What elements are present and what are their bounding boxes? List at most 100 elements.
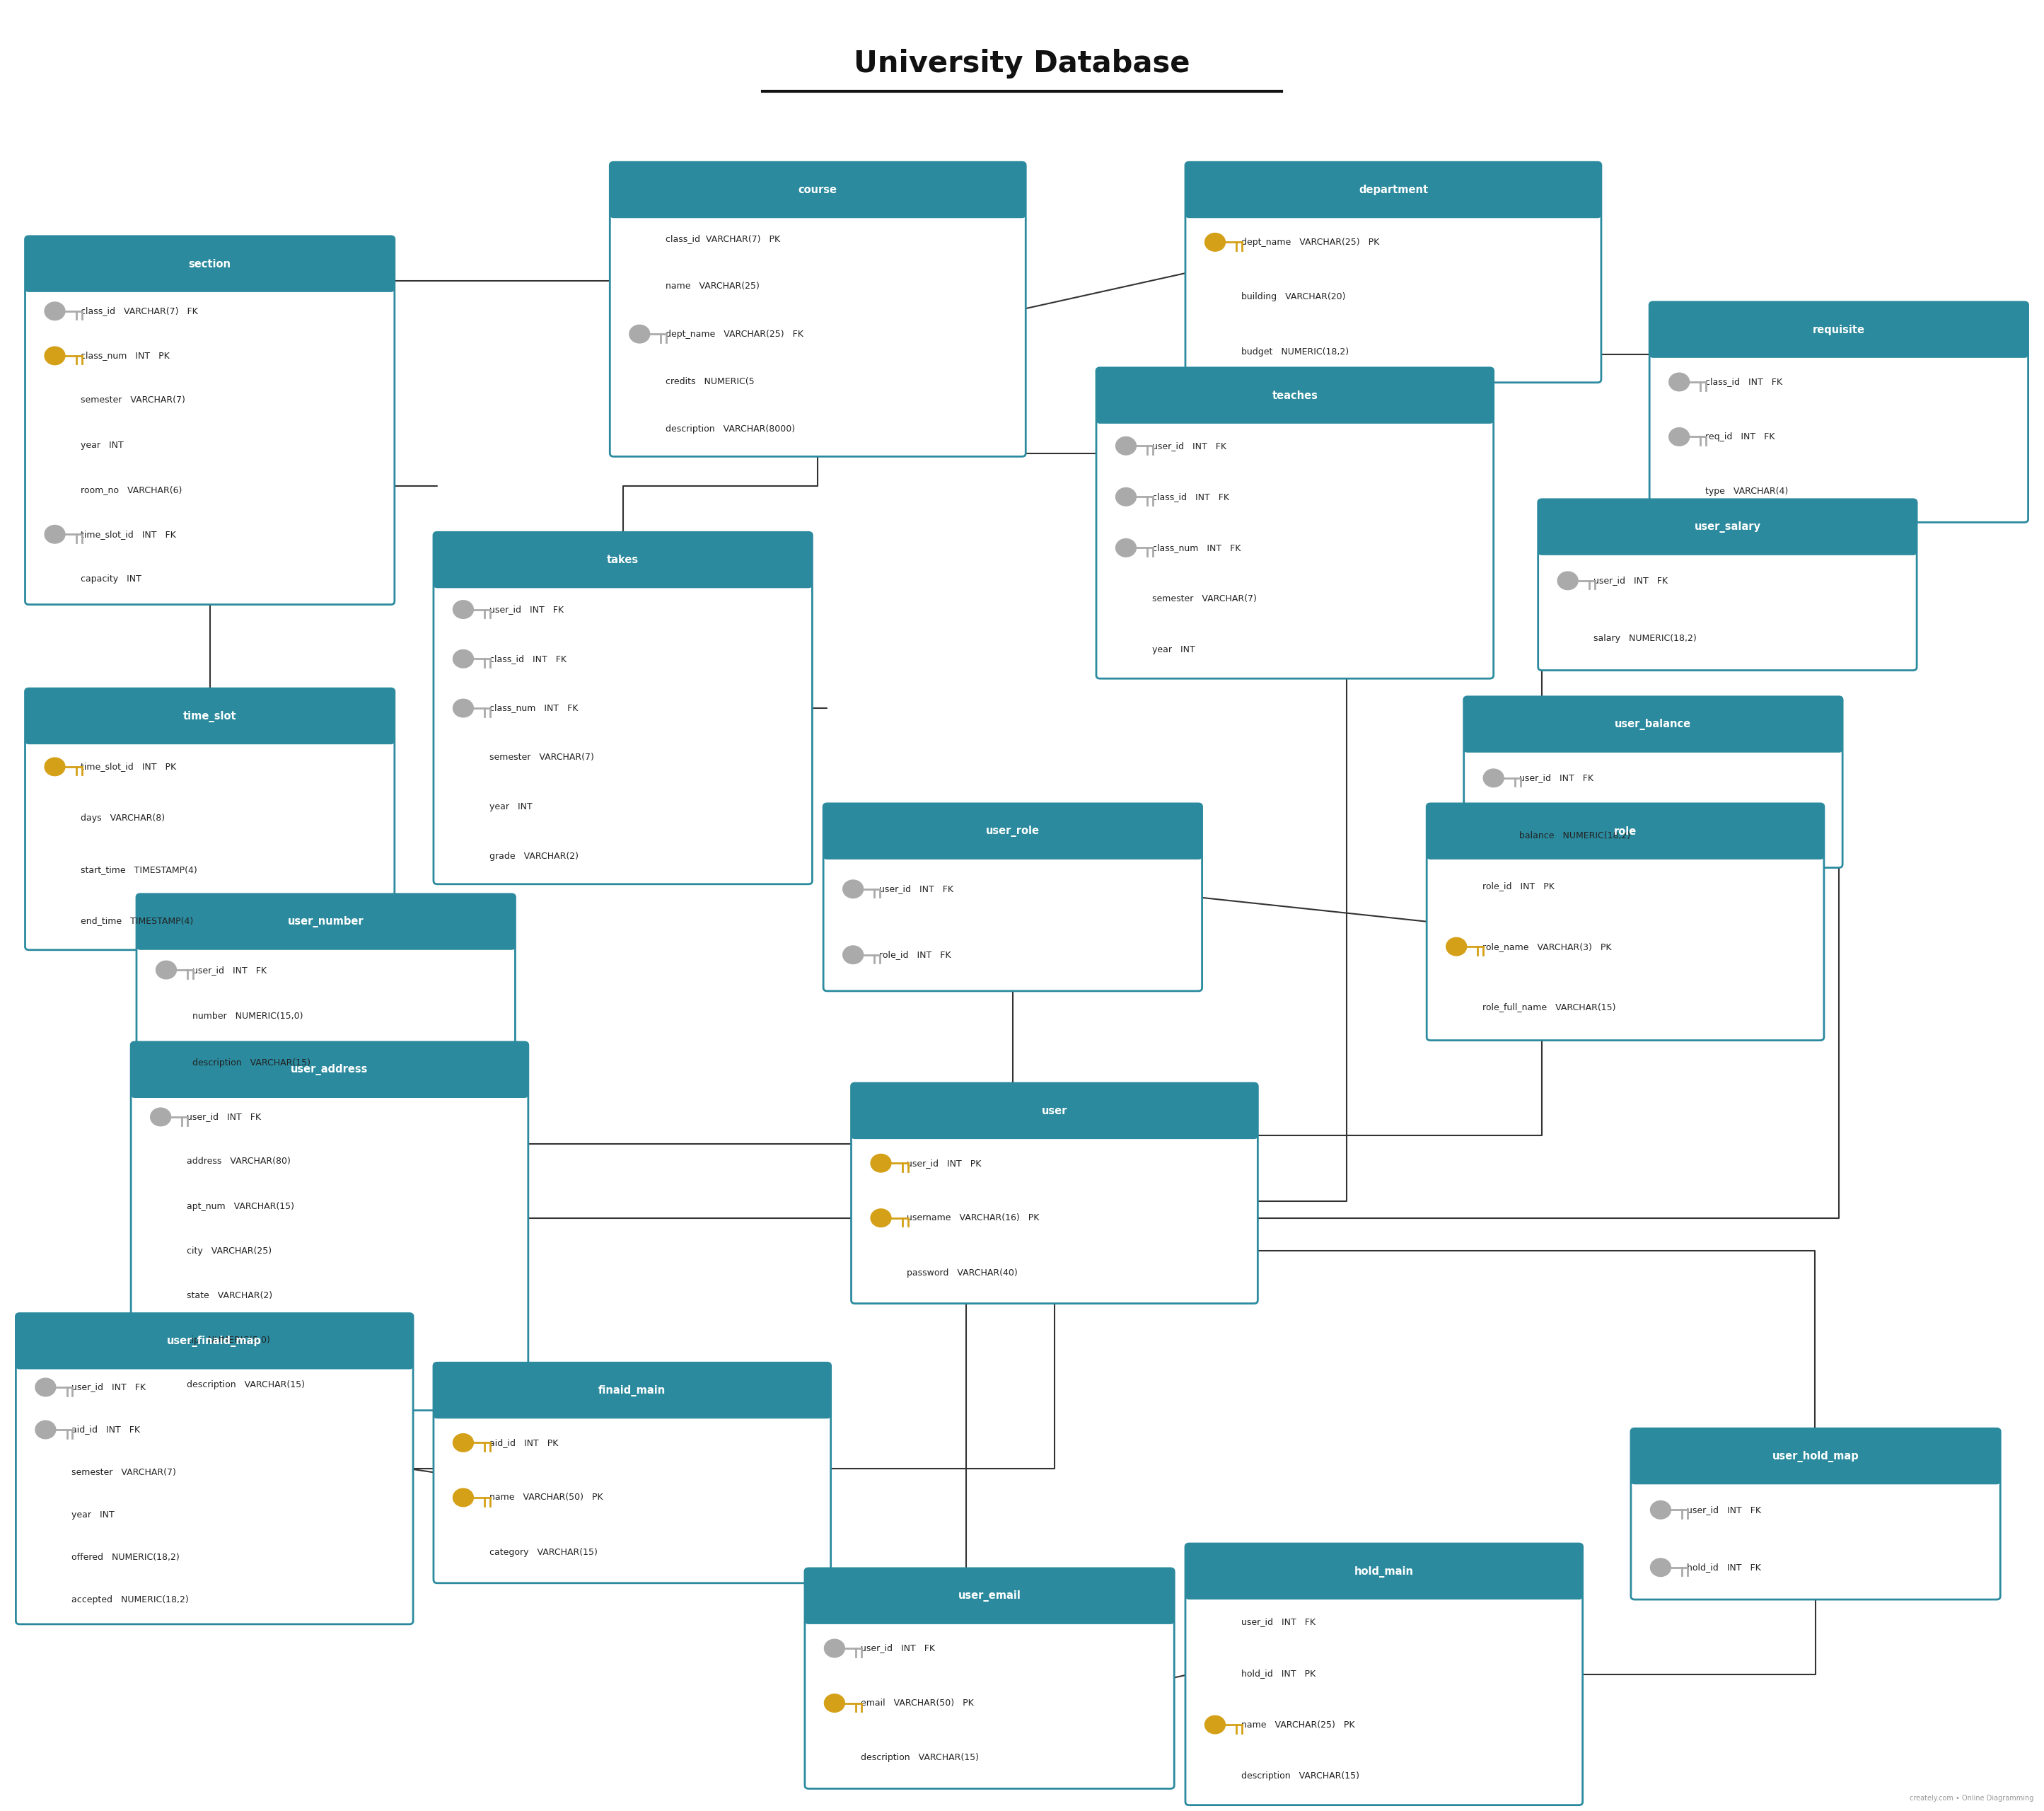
FancyBboxPatch shape bbox=[1537, 500, 1917, 670]
Text: role_id   INT   PK: role_id INT PK bbox=[1482, 882, 1553, 891]
Text: room_no   VARCHAR(6): room_no VARCHAR(6) bbox=[82, 485, 182, 494]
Text: user_hold_map: user_hold_map bbox=[1772, 1451, 1858, 1461]
Text: apt_num   VARCHAR(15): apt_num VARCHAR(15) bbox=[186, 1203, 294, 1212]
FancyBboxPatch shape bbox=[850, 1083, 1257, 1139]
Text: semester   VARCHAR(7): semester VARCHAR(7) bbox=[1153, 594, 1257, 603]
Bar bbox=[33, 264, 386, 288]
FancyBboxPatch shape bbox=[137, 895, 515, 951]
FancyBboxPatch shape bbox=[1186, 163, 1600, 217]
FancyBboxPatch shape bbox=[433, 532, 811, 884]
Text: semester   VARCHAR(7): semester VARCHAR(7) bbox=[489, 753, 595, 762]
FancyBboxPatch shape bbox=[433, 1362, 830, 1418]
FancyBboxPatch shape bbox=[131, 1041, 527, 1097]
FancyBboxPatch shape bbox=[1096, 368, 1494, 424]
Text: accepted   NUMERIC(18,2): accepted NUMERIC(18,2) bbox=[72, 1595, 188, 1605]
FancyBboxPatch shape bbox=[1096, 368, 1494, 679]
Circle shape bbox=[824, 1693, 844, 1711]
Text: username   VARCHAR(16)   PK: username VARCHAR(16) PK bbox=[908, 1213, 1040, 1222]
Circle shape bbox=[1116, 436, 1136, 455]
Text: name   VARCHAR(25): name VARCHAR(25) bbox=[666, 283, 760, 292]
FancyBboxPatch shape bbox=[1427, 804, 1823, 860]
FancyBboxPatch shape bbox=[16, 1313, 413, 1624]
Text: end_time   TIMESTAMP(4): end_time TIMESTAMP(4) bbox=[82, 916, 194, 925]
Text: description   VARCHAR(15): description VARCHAR(15) bbox=[192, 1058, 311, 1068]
Bar bbox=[143, 922, 507, 947]
Text: class_id   INT   FK: class_id INT FK bbox=[1705, 377, 1782, 386]
Text: role_id   INT   FK: role_id INT FK bbox=[879, 951, 950, 960]
FancyBboxPatch shape bbox=[805, 1568, 1173, 1624]
FancyBboxPatch shape bbox=[25, 235, 394, 605]
Text: dept_name   VARCHAR(25)   PK: dept_name VARCHAR(25) PK bbox=[1241, 237, 1380, 246]
Text: user: user bbox=[1042, 1107, 1067, 1116]
Text: year   INT: year INT bbox=[489, 802, 531, 811]
Text: name   VARCHAR(50)   PK: name VARCHAR(50) PK bbox=[489, 1492, 603, 1501]
Circle shape bbox=[871, 1210, 891, 1228]
FancyBboxPatch shape bbox=[1464, 697, 1842, 867]
Text: user_id   INT   FK: user_id INT FK bbox=[192, 965, 266, 974]
Bar bbox=[858, 1112, 1251, 1135]
FancyBboxPatch shape bbox=[1537, 500, 1917, 556]
Circle shape bbox=[1650, 1559, 1670, 1577]
Text: department: department bbox=[1359, 185, 1429, 196]
Text: time_slot: time_slot bbox=[184, 710, 237, 723]
FancyBboxPatch shape bbox=[824, 804, 1202, 991]
Circle shape bbox=[45, 757, 65, 775]
Text: user_role: user_role bbox=[985, 826, 1040, 837]
Text: class_id   VARCHAR(7)   FK: class_id VARCHAR(7) FK bbox=[82, 306, 198, 315]
Text: class_id   INT   FK: class_id INT FK bbox=[489, 654, 566, 663]
Text: creately.com • Online Diagramming: creately.com • Online Diagramming bbox=[1909, 1795, 2034, 1802]
Text: type   VARCHAR(4): type VARCHAR(4) bbox=[1705, 487, 1788, 496]
Text: role: role bbox=[1615, 826, 1637, 837]
Text: role_name   VARCHAR(3)   PK: role_name VARCHAR(3) PK bbox=[1482, 942, 1611, 951]
Text: description   VARCHAR(8000): description VARCHAR(8000) bbox=[666, 426, 795, 435]
FancyBboxPatch shape bbox=[1186, 163, 1600, 382]
Text: year   INT: year INT bbox=[82, 440, 125, 449]
Text: zip   NUMERIC(5,0): zip NUMERIC(5,0) bbox=[186, 1335, 270, 1346]
Circle shape bbox=[45, 525, 65, 543]
Text: class_id  VARCHAR(7)   PK: class_id VARCHAR(7) PK bbox=[666, 234, 781, 243]
Text: number   NUMERIC(15,0): number NUMERIC(15,0) bbox=[192, 1012, 303, 1021]
Bar bbox=[1472, 724, 1836, 750]
Text: state   VARCHAR(2): state VARCHAR(2) bbox=[186, 1291, 272, 1300]
Text: finaid_main: finaid_main bbox=[599, 1385, 666, 1396]
Circle shape bbox=[842, 880, 863, 898]
FancyBboxPatch shape bbox=[1464, 697, 1842, 753]
FancyBboxPatch shape bbox=[131, 1041, 527, 1411]
Bar bbox=[1658, 330, 2022, 355]
FancyBboxPatch shape bbox=[433, 1362, 830, 1583]
Text: balance   NUMERIC(18,2): balance NUMERIC(18,2) bbox=[1519, 831, 1631, 840]
Text: start_time   TIMESTAMP(4): start_time TIMESTAMP(4) bbox=[82, 866, 198, 875]
Circle shape bbox=[454, 1434, 474, 1452]
Text: section: section bbox=[188, 259, 231, 270]
Bar bbox=[1194, 190, 1594, 216]
Text: credits   NUMERIC(5: credits NUMERIC(5 bbox=[666, 377, 754, 386]
FancyBboxPatch shape bbox=[609, 163, 1026, 217]
Circle shape bbox=[842, 945, 863, 963]
Text: offered   NUMERIC(18,2): offered NUMERIC(18,2) bbox=[72, 1552, 180, 1561]
Text: hold_id   INT   PK: hold_id INT PK bbox=[1241, 1668, 1316, 1679]
Text: address   VARCHAR(80): address VARCHAR(80) bbox=[186, 1157, 290, 1166]
Bar bbox=[442, 1391, 824, 1416]
Circle shape bbox=[1204, 1715, 1224, 1733]
Bar bbox=[1639, 1456, 1993, 1481]
Text: budget   NUMERIC(18,2): budget NUMERIC(18,2) bbox=[1241, 348, 1349, 357]
FancyBboxPatch shape bbox=[1650, 302, 2028, 359]
Circle shape bbox=[1204, 234, 1224, 252]
Text: class_num   INT   FK: class_num INT FK bbox=[1153, 543, 1241, 552]
Text: hold_id   INT   FK: hold_id INT FK bbox=[1686, 1563, 1760, 1572]
Text: year   INT: year INT bbox=[1153, 645, 1196, 654]
Text: time_slot_id   INT   FK: time_slot_id INT FK bbox=[82, 529, 176, 540]
FancyBboxPatch shape bbox=[1186, 1543, 1582, 1806]
Text: description   VARCHAR(15): description VARCHAR(15) bbox=[861, 1753, 979, 1762]
FancyBboxPatch shape bbox=[137, 895, 515, 1090]
Circle shape bbox=[151, 1108, 172, 1126]
Text: class_id   INT   FK: class_id INT FK bbox=[1153, 493, 1228, 502]
Bar bbox=[1194, 1572, 1576, 1595]
FancyBboxPatch shape bbox=[25, 688, 394, 951]
FancyBboxPatch shape bbox=[433, 532, 811, 589]
Text: user_id   INT   FK: user_id INT FK bbox=[861, 1644, 934, 1653]
Circle shape bbox=[454, 601, 474, 619]
Circle shape bbox=[1558, 572, 1578, 590]
FancyBboxPatch shape bbox=[1631, 1429, 2001, 1599]
Text: user_id   INT   FK: user_id INT FK bbox=[879, 884, 953, 893]
